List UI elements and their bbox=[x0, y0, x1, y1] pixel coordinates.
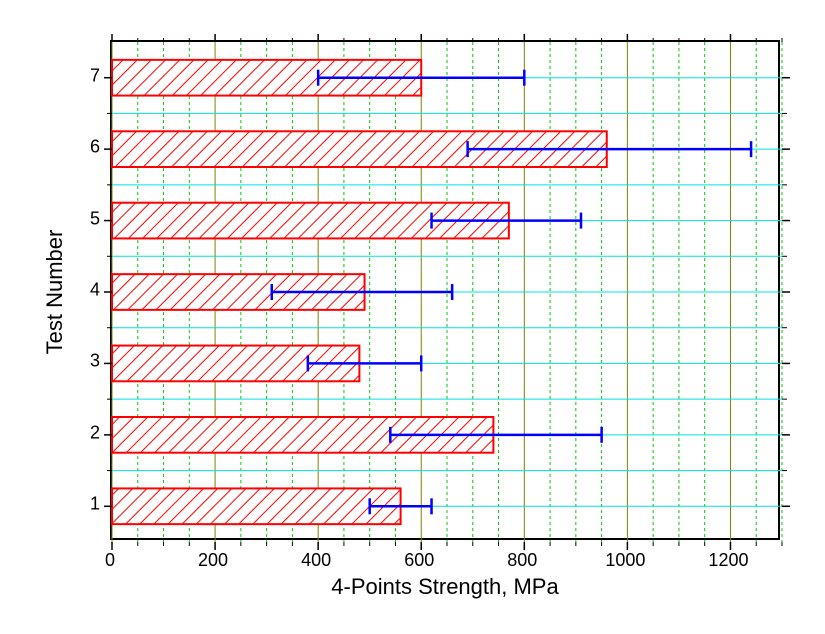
x-tick-label: 1200 bbox=[708, 550, 748, 571]
y-tick-label: 2 bbox=[82, 422, 100, 443]
y-tick-label: 7 bbox=[82, 65, 100, 86]
x-tick-label: 600 bbox=[404, 550, 434, 571]
y-tick-label: 3 bbox=[82, 351, 100, 372]
chart-container: 4-Points Strength, MPa Test Number 0 200 4… bbox=[20, 20, 805, 614]
y-tick-label: 5 bbox=[82, 208, 100, 229]
y-axis-label: Test Number bbox=[42, 42, 68, 542]
y-tick-label: 1 bbox=[82, 494, 100, 515]
y-tick-label: 4 bbox=[82, 280, 100, 301]
y-tick-label: 6 bbox=[82, 137, 100, 158]
x-axis-label: 4-Points Strength, MPa bbox=[110, 574, 780, 600]
bar bbox=[112, 488, 401, 524]
x-tick-label: 800 bbox=[507, 550, 537, 571]
plot-svg bbox=[112, 42, 782, 542]
x-tick-label: 200 bbox=[198, 550, 228, 571]
plot-area bbox=[110, 40, 780, 540]
x-tick-label: 400 bbox=[301, 550, 331, 571]
x-tick-label: 1000 bbox=[605, 550, 645, 571]
x-tick-label: 0 bbox=[105, 550, 115, 571]
